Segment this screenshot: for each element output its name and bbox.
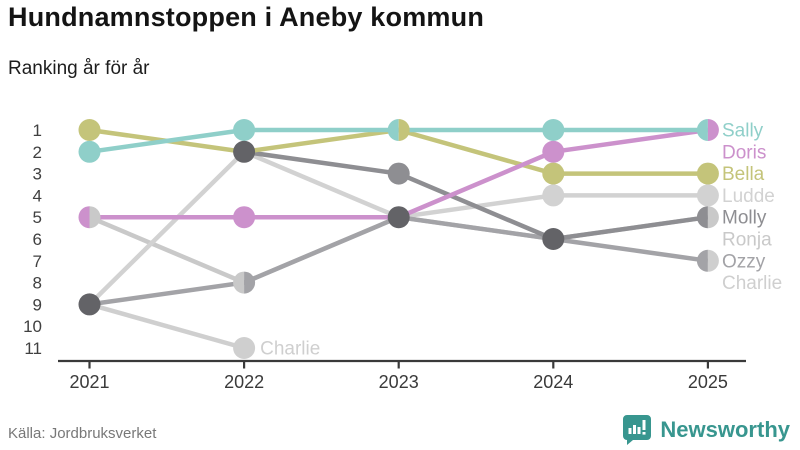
chart-dot-2025-rank3 <box>696 162 719 185</box>
chart-dot-2024-rank4 <box>542 184 565 207</box>
chart-dot-2024-rank6-tie <box>542 228 565 250</box>
chart-dot-2021-rank2 <box>78 140 101 163</box>
chart-dot-2025-rank7-right <box>707 249 719 272</box>
page-title: Hundnamnstoppen i Aneby kommun <box>8 2 485 32</box>
chart-dot-2025-rank5-left <box>696 206 708 229</box>
chart-dot-2025-rank1-right <box>707 119 719 141</box>
chart-dot-2022-rank11 <box>233 337 256 359</box>
y-axis-label-11: 11 <box>24 339 42 358</box>
series-label-charlie: Charlie <box>722 273 782 294</box>
chart-dot-2021-rank5-left <box>78 206 90 229</box>
series-label-doris: Doris <box>722 142 766 163</box>
y-axis-label-3: 3 <box>33 165 42 184</box>
source-attribution: Källa: Jordbruksverket <box>8 425 157 442</box>
x-axis-label-2024: 2024 <box>533 372 573 392</box>
x-axis-label-2023: 2023 <box>379 372 419 392</box>
chart-dot-2021-rank5-right <box>89 206 101 229</box>
y-axis-label-1: 1 <box>33 121 42 140</box>
chart-dot-2025-rank4 <box>696 184 719 207</box>
bar-chart-bubble-icon <box>622 414 652 446</box>
chart-subtitle: Ranking år för år <box>8 58 150 79</box>
chart-dot-2022-rank8-left <box>233 271 245 294</box>
chart-dot-2023-rank1-right <box>398 119 410 141</box>
y-axis-label-6: 6 <box>33 230 42 249</box>
y-axis-label-9: 9 <box>33 295 42 314</box>
chart-dot-2025-rank7-left <box>696 249 708 272</box>
x-axis-label-2025: 2025 <box>688 372 728 392</box>
chart-dot-2025-rank1-left <box>696 119 708 141</box>
chart-dot-2025-rank5-right <box>707 206 719 229</box>
series-label-bella: Bella <box>722 164 765 185</box>
chart-dot-2022-rank5 <box>233 206 256 229</box>
chart-dot-2023-rank3 <box>387 162 410 185</box>
y-axis-label-4: 4 <box>33 186 42 205</box>
y-axis-label-7: 7 <box>33 252 42 271</box>
chart-dot-2023-rank5-tie <box>387 206 410 229</box>
x-axis-label-2022: 2022 <box>224 372 264 392</box>
y-axis-label-10: 10 <box>23 317 42 336</box>
chart-dot-2024-rank2 <box>542 140 565 163</box>
chart-line-charlie <box>90 261 708 348</box>
y-axis-label-8: 8 <box>33 274 42 293</box>
series-label-ludde: Ludde <box>722 186 775 207</box>
series-label-ronja: Ronja <box>722 230 772 251</box>
chart-dot-2024-rank3 <box>542 162 565 185</box>
chart-dot-2024-rank1 <box>542 119 565 141</box>
chart-line-molly <box>243 149 709 242</box>
chart-dot-2023-rank1-left <box>387 119 399 141</box>
newsworthy-logo: Newsworthy <box>622 414 790 446</box>
brand-name: Newsworthy <box>660 417 790 442</box>
series-label-ozzy: Ozzy <box>722 251 766 272</box>
chart-dot-2022-rank1 <box>233 119 256 141</box>
x-axis-label-2021: 2021 <box>69 372 109 392</box>
chart-dot-2021-rank9-tie <box>78 293 101 316</box>
chart-dot-2021-rank1 <box>78 119 101 141</box>
series-label-sally: Sally <box>722 121 764 142</box>
chart-dot-2022-rank8-right <box>244 271 256 294</box>
y-axis-label-5: 5 <box>33 208 42 227</box>
y-axis-label-2: 2 <box>33 143 42 162</box>
series-label-molly: Molly <box>722 208 767 229</box>
chart-dot-2022-rank2-tie <box>233 140 256 163</box>
annotation-charlie: Charlie <box>260 339 320 360</box>
